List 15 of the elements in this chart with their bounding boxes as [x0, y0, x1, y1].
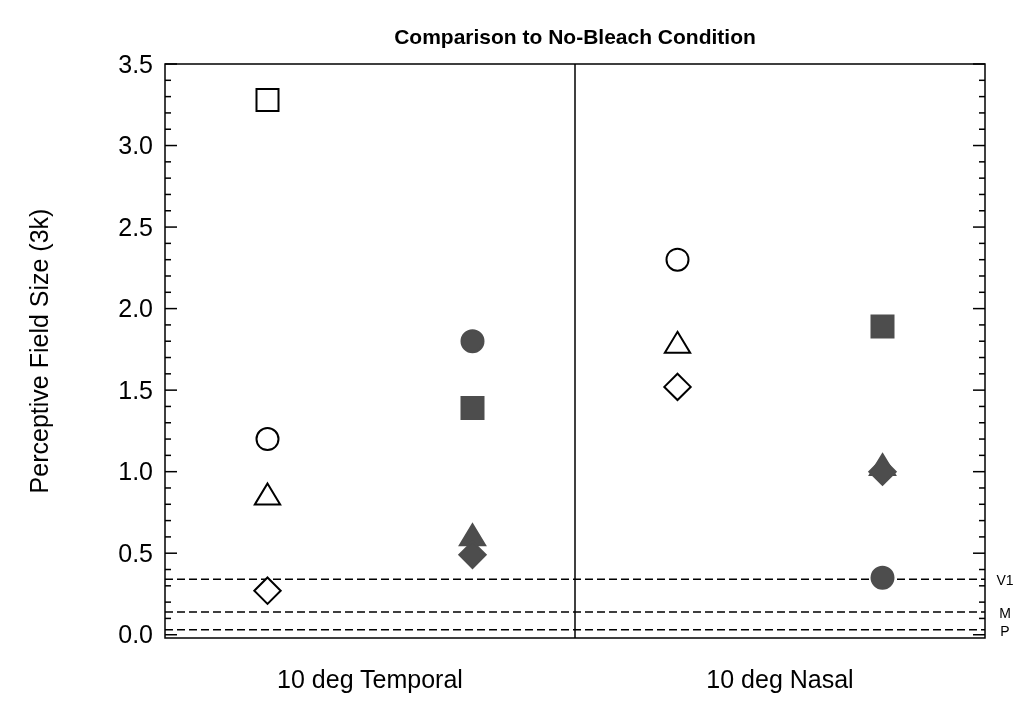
- y-tick-label: 1.5: [118, 375, 153, 404]
- x-tick-label: 10 deg Nasal: [706, 665, 854, 693]
- y-tick-label: 0.0: [118, 620, 153, 649]
- y-tick-label: 1.0: [118, 457, 153, 486]
- y-tick-label: 2.5: [118, 212, 153, 241]
- y-tick-label: 3.0: [118, 131, 153, 160]
- x-tick-label: 10 deg Temporal: [277, 665, 463, 693]
- y-axis-title: Perceptive Field Size (3k): [25, 208, 53, 494]
- y-tick-label: 0.5: [118, 538, 153, 567]
- ref-line-label: V1: [996, 572, 1014, 589]
- ref-line-label: P: [1000, 622, 1010, 639]
- chart-title: Comparison to No-Bleach Condition: [394, 25, 756, 48]
- y-tick-label: 3.5: [118, 49, 153, 78]
- y-tick-label: 2.0: [118, 294, 153, 323]
- ref-line-label: M: [999, 604, 1011, 621]
